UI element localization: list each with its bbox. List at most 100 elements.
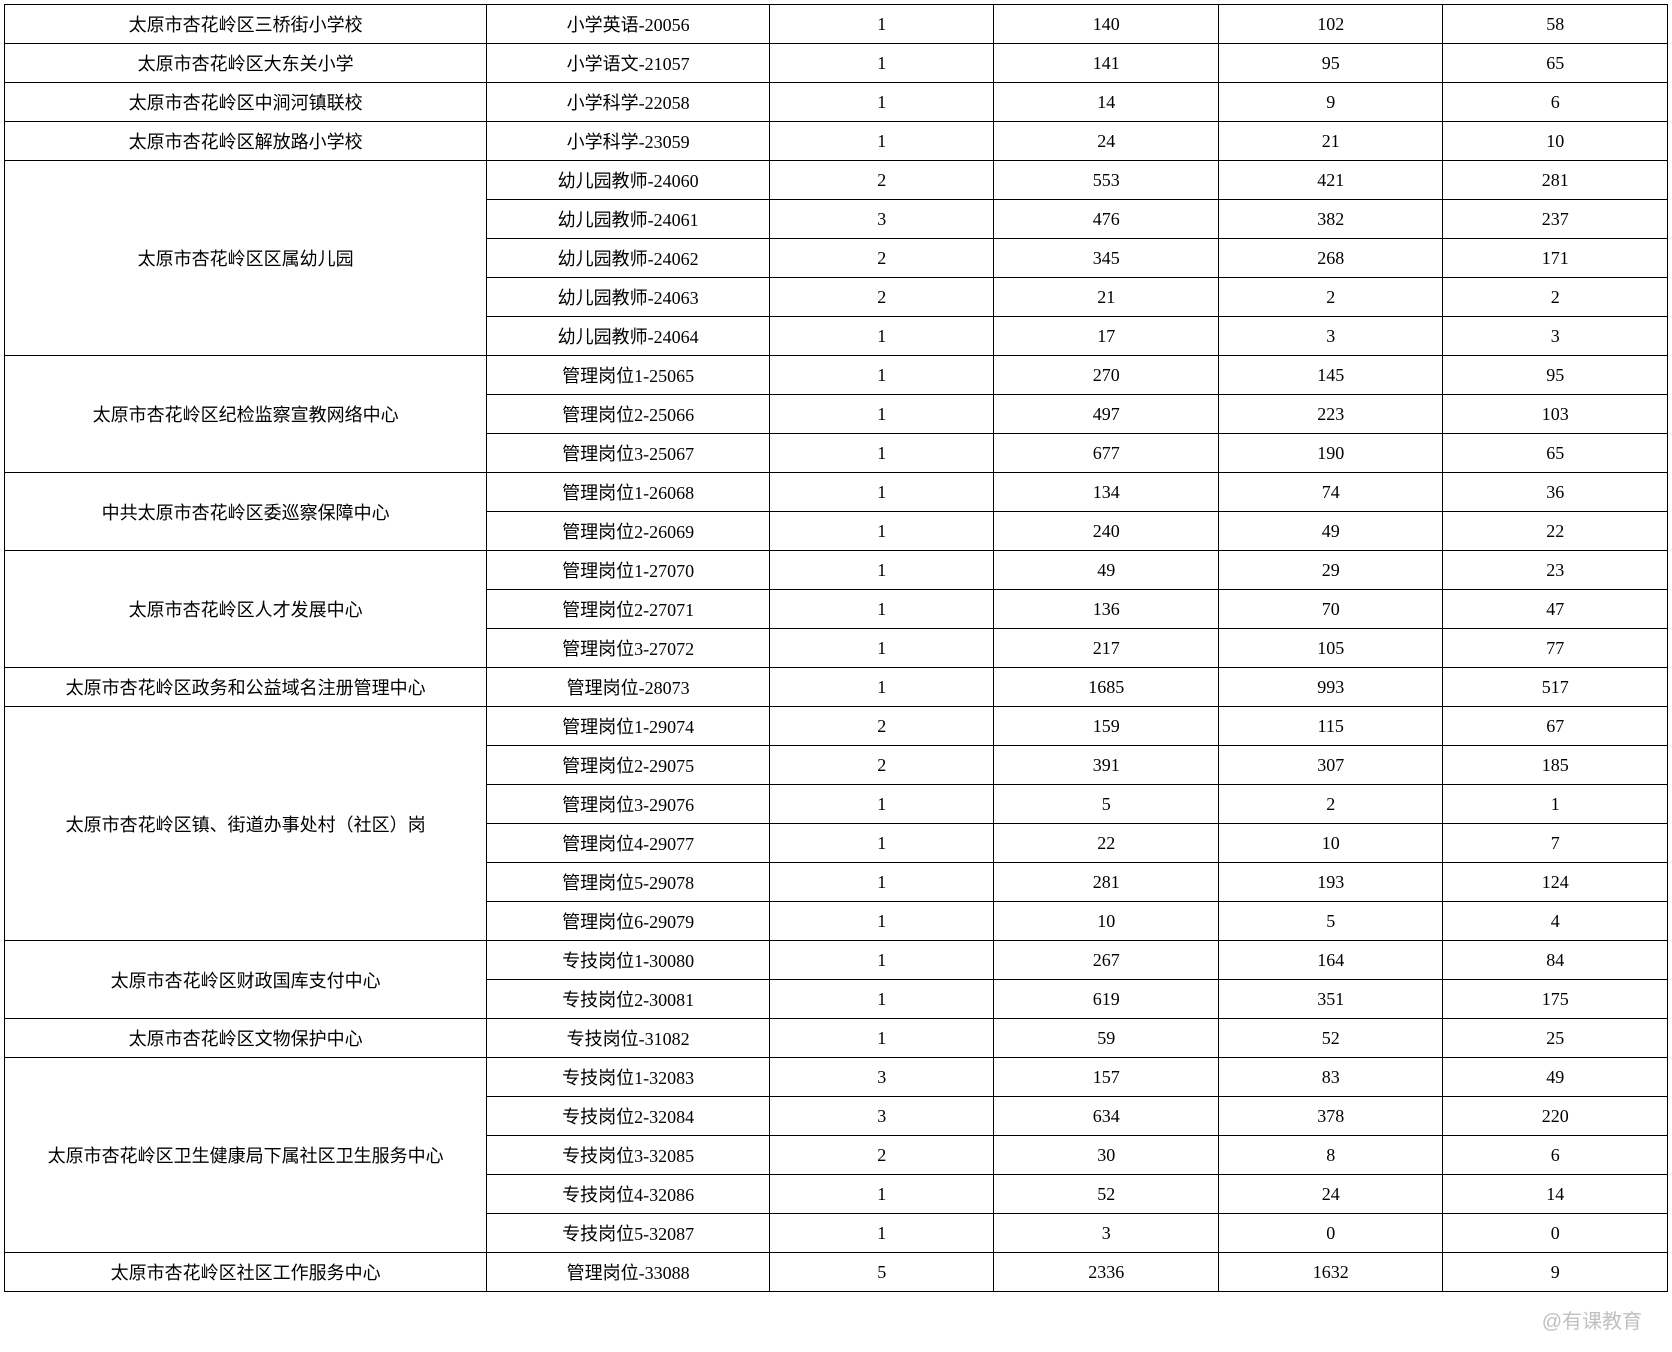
c4-cell: 23 (1443, 551, 1668, 590)
position-cell: 管理岗位3-25067 (487, 434, 770, 473)
position-cell: 专技岗位5-32087 (487, 1214, 770, 1253)
c2-cell: 30 (994, 1136, 1219, 1175)
c3-cell: 193 (1218, 863, 1443, 902)
c1-cell: 2 (769, 746, 994, 785)
unit-cell: 太原市杏花岭区纪检监察宣教网络中心 (5, 356, 487, 473)
position-cell: 小学科学-22058 (487, 83, 770, 122)
c1-cell: 1 (769, 902, 994, 941)
c2-cell: 134 (994, 473, 1219, 512)
position-cell: 专技岗位1-30080 (487, 941, 770, 980)
c1-cell: 1 (769, 551, 994, 590)
c2-cell: 2336 (994, 1253, 1219, 1292)
c1-cell: 5 (769, 1253, 994, 1292)
unit-cell: 太原市杏花岭区区属幼儿园 (5, 161, 487, 356)
c3-cell: 70 (1218, 590, 1443, 629)
c3-cell: 2 (1218, 278, 1443, 317)
c1-cell: 1 (769, 356, 994, 395)
c2-cell: 240 (994, 512, 1219, 551)
c2-cell: 141 (994, 44, 1219, 83)
c3-cell: 102 (1218, 5, 1443, 44)
table-row: 太原市杏花岭区卫生健康局下属社区卫生服务中心专技岗位1-320833157834… (5, 1058, 1668, 1097)
c1-cell: 1 (769, 863, 994, 902)
position-cell: 幼儿园教师-24064 (487, 317, 770, 356)
unit-cell: 太原市杏花岭区镇、街道办事处村（社区）岗 (5, 707, 487, 941)
position-cell: 小学英语-20056 (487, 5, 770, 44)
c3-cell: 3 (1218, 317, 1443, 356)
position-cell: 管理岗位2-29075 (487, 746, 770, 785)
position-cell: 管理岗位-28073 (487, 668, 770, 707)
c2-cell: 159 (994, 707, 1219, 746)
c3-cell: 190 (1218, 434, 1443, 473)
c2-cell: 59 (994, 1019, 1219, 1058)
unit-cell: 太原市杏花岭区大东关小学 (5, 44, 487, 83)
c3-cell: 5 (1218, 902, 1443, 941)
c3-cell: 49 (1218, 512, 1443, 551)
c1-cell: 1 (769, 512, 994, 551)
c1-cell: 3 (769, 200, 994, 239)
c3-cell: 29 (1218, 551, 1443, 590)
c4-cell: 65 (1443, 434, 1668, 473)
table-row: 太原市杏花岭区区属幼儿园幼儿园教师-240602553421281 (5, 161, 1668, 200)
c2-cell: 345 (994, 239, 1219, 278)
c3-cell: 9 (1218, 83, 1443, 122)
c2-cell: 281 (994, 863, 1219, 902)
c2-cell: 24 (994, 122, 1219, 161)
position-cell: 专技岗位3-32085 (487, 1136, 770, 1175)
c4-cell: 67 (1443, 707, 1668, 746)
position-cell: 专技岗位2-32084 (487, 1097, 770, 1136)
table-row: 太原市杏花岭区人才发展中心管理岗位1-270701492923 (5, 551, 1668, 590)
c1-cell: 1 (769, 980, 994, 1019)
position-cell: 管理岗位1-25065 (487, 356, 770, 395)
c1-cell: 1 (769, 668, 994, 707)
unit-cell: 太原市杏花岭区三桥街小学校 (5, 5, 487, 44)
unit-cell: 中共太原市杏花岭区委巡察保障中心 (5, 473, 487, 551)
c1-cell: 3 (769, 1097, 994, 1136)
c4-cell: 36 (1443, 473, 1668, 512)
c3-cell: 21 (1218, 122, 1443, 161)
c4-cell: 47 (1443, 590, 1668, 629)
position-cell: 幼儿园教师-24060 (487, 161, 770, 200)
c2-cell: 391 (994, 746, 1219, 785)
c3-cell: 223 (1218, 395, 1443, 434)
c3-cell: 10 (1218, 824, 1443, 863)
c4-cell: 2 (1443, 278, 1668, 317)
table-row: 太原市杏花岭区大东关小学小学语文-2105711419565 (5, 44, 1668, 83)
table-row: 太原市杏花岭区政务和公益域名注册管理中心管理岗位-280731168599351… (5, 668, 1668, 707)
c1-cell: 2 (769, 239, 994, 278)
c4-cell: 84 (1443, 941, 1668, 980)
c4-cell: 124 (1443, 863, 1668, 902)
c2-cell: 634 (994, 1097, 1219, 1136)
position-cell: 专技岗位1-32083 (487, 1058, 770, 1097)
c2-cell: 49 (994, 551, 1219, 590)
c1-cell: 1 (769, 824, 994, 863)
c2-cell: 52 (994, 1175, 1219, 1214)
c3-cell: 351 (1218, 980, 1443, 1019)
position-cell: 小学语文-21057 (487, 44, 770, 83)
c2-cell: 270 (994, 356, 1219, 395)
c4-cell: 171 (1443, 239, 1668, 278)
c2-cell: 21 (994, 278, 1219, 317)
c1-cell: 1 (769, 590, 994, 629)
c1-cell: 1 (769, 5, 994, 44)
c1-cell: 1 (769, 941, 994, 980)
c4-cell: 58 (1443, 5, 1668, 44)
c4-cell: 95 (1443, 356, 1668, 395)
position-cell: 管理岗位-33088 (487, 1253, 770, 1292)
position-cell: 管理岗位6-29079 (487, 902, 770, 941)
c4-cell: 0 (1443, 1214, 1668, 1253)
position-cell: 小学科学-23059 (487, 122, 770, 161)
table-row: 太原市杏花岭区纪检监察宣教网络中心管理岗位1-25065127014595 (5, 356, 1668, 395)
c3-cell: 83 (1218, 1058, 1443, 1097)
c1-cell: 2 (769, 1136, 994, 1175)
c3-cell: 74 (1218, 473, 1443, 512)
position-cell: 管理岗位2-27071 (487, 590, 770, 629)
unit-cell: 太原市杏花岭区文物保护中心 (5, 1019, 487, 1058)
c4-cell: 9 (1443, 1253, 1668, 1292)
c3-cell: 115 (1218, 707, 1443, 746)
table-row: 太原市杏花岭区文物保护中心专技岗位-310821595225 (5, 1019, 1668, 1058)
c4-cell: 4 (1443, 902, 1668, 941)
c1-cell: 1 (769, 1214, 994, 1253)
table-body: 太原市杏花岭区三桥街小学校小学英语-20056114010258太原市杏花岭区大… (5, 5, 1668, 1292)
c4-cell: 7 (1443, 824, 1668, 863)
c2-cell: 217 (994, 629, 1219, 668)
